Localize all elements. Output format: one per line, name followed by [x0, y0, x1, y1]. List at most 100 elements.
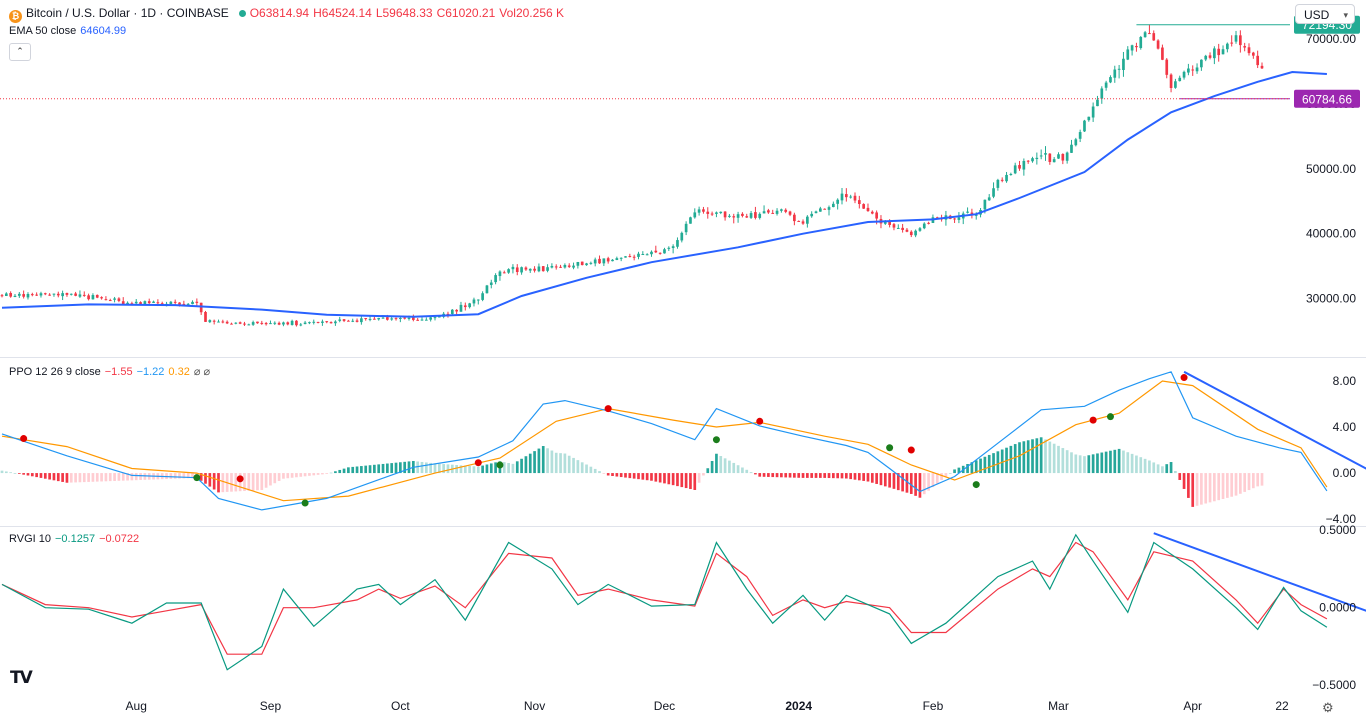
candle-body [1065, 152, 1069, 161]
y-tick-label: 40000.00 [1306, 227, 1356, 241]
ppo-histogram-bar [879, 473, 883, 486]
candle-body [849, 196, 853, 198]
ppo-histogram-bar [1165, 464, 1169, 474]
rvgi-legend[interactable]: RVGI 10 −0.1257 −0.0722 [9, 532, 143, 546]
ppo-histogram-bar [650, 473, 653, 481]
ppo-histogram-bar [676, 473, 679, 487]
ppo-histogram-bar [745, 469, 749, 474]
ppo-histogram-bar [1091, 454, 1095, 474]
ppo-signal-line [1, 380, 1328, 502]
candle-body [481, 293, 484, 300]
ppo-histogram-bar [277, 473, 281, 481]
ppo-histogram-bar [61, 473, 64, 482]
gear-icon[interactable]: ⚙ [1322, 700, 1334, 715]
candle-body [1251, 52, 1255, 56]
ppo-histogram-bar [303, 473, 307, 477]
ppo-histogram-bar [944, 473, 948, 477]
candle-body [78, 294, 82, 297]
candle-body [1165, 59, 1169, 75]
ppo-histogram-bar [641, 473, 645, 480]
ppo-bull-cross-dot [496, 461, 504, 469]
ohlc-close: C61020.21 [436, 6, 496, 20]
currency-select[interactable]: USD ▾ [1295, 4, 1355, 24]
candle-body [351, 320, 355, 322]
ppo-histogram-bar [472, 466, 476, 474]
ppo-histogram-bar [173, 473, 177, 479]
ppo-histogram-bar [741, 467, 744, 474]
ppo-histogram-bar [788, 473, 792, 478]
ppo-histogram-bar [69, 473, 73, 483]
ppo-histogram-bar [827, 473, 831, 479]
candle-body [221, 321, 225, 323]
ppo-histogram-bar [199, 473, 203, 481]
candle-body [243, 323, 246, 325]
candle-body [593, 259, 597, 264]
ppo-histogram-bar [806, 473, 809, 478]
ppo-legend[interactable]: PPO 12 26 9 close −1.55 −1.22 0.32 ⌀ ⌀ [9, 365, 214, 379]
candle-body [347, 320, 350, 322]
x-tick-label: Aug [126, 699, 147, 713]
candle-body [1113, 69, 1117, 78]
candle-body [658, 252, 662, 254]
ppo-value-1: −1.55 [104, 366, 133, 378]
ppo-histogram-bar [948, 472, 952, 474]
candle-body [455, 309, 458, 312]
tradingview-logo[interactable]: TV [10, 668, 33, 688]
candle-body [784, 209, 788, 212]
candle-body [295, 320, 298, 326]
ppo-histogram-bar [65, 473, 69, 483]
ppo-histogram-bar [1208, 473, 1212, 503]
candle-body [801, 221, 805, 224]
ppo-bear-cross-dot [756, 417, 764, 425]
candle-body [1148, 33, 1151, 35]
y-tick-label: 4.00 [1333, 420, 1357, 434]
ppo-histogram-bar [78, 473, 82, 483]
candle-body [1039, 155, 1043, 157]
ppo-histogram-bar [1126, 452, 1130, 474]
candle-body [840, 193, 844, 201]
candle-body [567, 265, 571, 267]
ppo-histogram-bar [442, 464, 445, 474]
ppo-histogram-bar [979, 458, 982, 474]
ppo-histogram-bar [723, 458, 727, 474]
candle-body [1260, 65, 1264, 69]
candle-body [1178, 77, 1182, 82]
ppo-histogram-bar [130, 473, 134, 481]
ppo-histogram-bar [169, 473, 173, 479]
ppo-histogram-bar [593, 468, 597, 474]
ppo-histogram-bar [758, 473, 762, 477]
ppo-histogram-bar [611, 473, 614, 477]
ppo-histogram-bar [715, 453, 718, 474]
candle-body [1096, 99, 1099, 107]
ppo-bull-cross-dot [193, 474, 201, 482]
ppo-histogram-bar [619, 473, 623, 478]
ppo-histogram-bar [767, 473, 770, 477]
ppo-histogram-bar [628, 473, 632, 479]
ppo-histogram-bar [1148, 460, 1151, 474]
ppo-histogram-bar [1048, 441, 1052, 474]
candle-body [619, 257, 623, 259]
ema-legend[interactable]: EMA 50 close 64604.99 [9, 24, 130, 38]
candle-body [251, 322, 255, 325]
candle-body [745, 216, 749, 218]
candle-body [957, 217, 961, 220]
rvgi-signal-line [1, 541, 1328, 655]
candle-body [269, 323, 272, 325]
ppo-trendline [1183, 370, 1366, 470]
candle-body [329, 322, 333, 324]
collapse-legend-button[interactable]: ⌃ [9, 43, 31, 61]
ppo-histogram-bar [693, 473, 697, 490]
candle-body [273, 322, 277, 324]
candle-body [741, 213, 744, 216]
ppo-histogram-bar [1104, 451, 1108, 474]
last-price-tag [1294, 89, 1360, 108]
ppo-histogram-bar [563, 453, 567, 474]
ppo-histogram-bar [1031, 439, 1034, 474]
candle-body [277, 322, 281, 325]
candle-body [282, 322, 285, 325]
candle-body [394, 318, 398, 320]
candle-body [806, 216, 809, 224]
candle-body [1061, 153, 1065, 161]
ppo-histogram-bar [1057, 445, 1060, 474]
candle-body [13, 295, 17, 297]
